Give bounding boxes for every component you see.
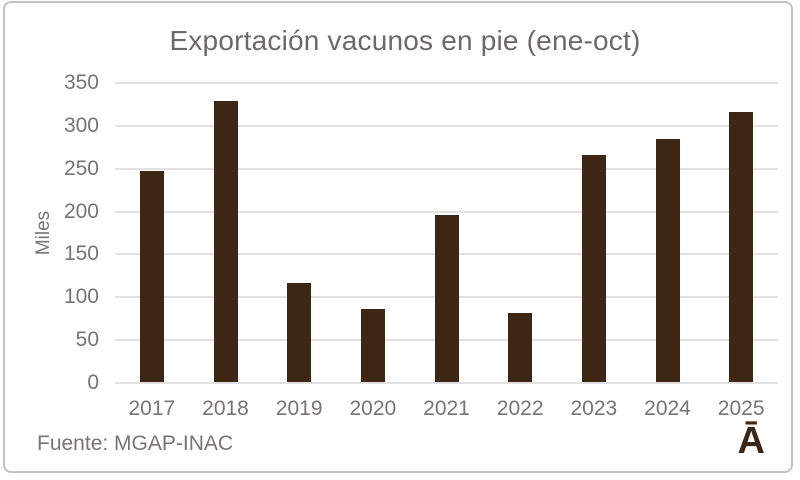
- bar-2024: [655, 139, 680, 382]
- bar-2017: [139, 171, 164, 382]
- brand-logo: Ā: [737, 420, 765, 462]
- y-tick-label-100: 100: [63, 285, 99, 309]
- gridline-0: [115, 382, 778, 384]
- gridline-200: [115, 210, 778, 213]
- bar-2020: [360, 309, 385, 382]
- bar-2025: [729, 112, 754, 382]
- chart-card: Exportación vacunos en pie (ene-oct) Mil…: [3, 1, 793, 473]
- y-axis-title-text: Miles: [33, 210, 54, 256]
- y-tick-label-150: 150: [63, 242, 99, 266]
- x-tick-label-2019: 2019: [275, 397, 323, 420]
- bar-2019: [287, 282, 312, 382]
- x-tick-label-2021: 2021: [423, 397, 470, 420]
- y-tick-label-0: 0: [87, 371, 99, 394]
- chart-title: Exportación vacunos en pie (ene-oct): [169, 25, 641, 56]
- gridline-300: [115, 124, 778, 127]
- y-tick-label-50: 50: [75, 328, 99, 352]
- x-tick-label-2023: 2023: [570, 397, 618, 420]
- y-tick-label-350: 350: [63, 71, 99, 94]
- bar-2018: [213, 100, 238, 382]
- x-tick-label-2018: 2018: [202, 397, 249, 420]
- y-tick-label-200: 200: [63, 199, 99, 223]
- x-tick-label-2025: 2025: [717, 397, 765, 420]
- x-tick-label-2017: 2017: [128, 397, 176, 420]
- x-tick-label-2020: 2020: [349, 397, 397, 420]
- y-tick-label-300: 300: [63, 113, 99, 137]
- plot-area: [115, 82, 778, 384]
- x-tick-label-2024: 2024: [644, 397, 691, 420]
- bar-2023: [581, 154, 606, 382]
- source-note: Fuente: MGAP-INAC: [37, 432, 234, 455]
- gridline-250: [115, 167, 778, 170]
- gridline-350: [115, 82, 778, 84]
- y-tick-label-250: 250: [63, 156, 99, 180]
- bar-2021: [434, 214, 459, 382]
- bar-2022: [508, 313, 533, 382]
- x-tick-label-2022: 2022: [496, 397, 544, 420]
